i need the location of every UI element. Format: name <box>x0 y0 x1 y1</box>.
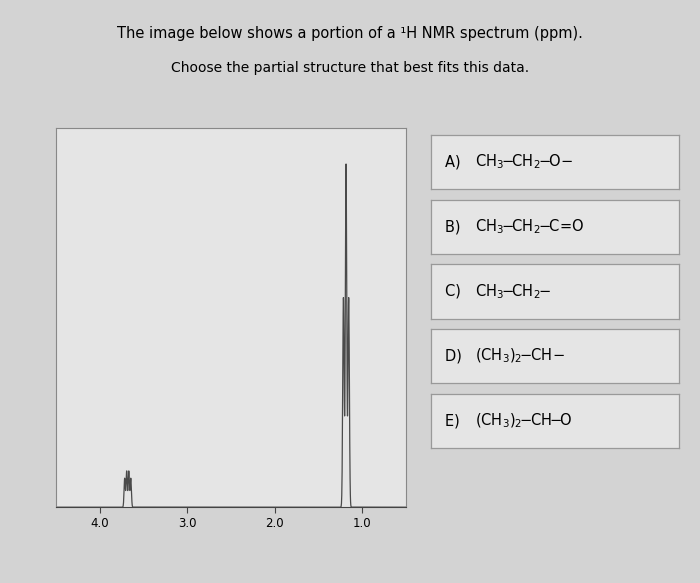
Text: A): A) <box>445 154 466 170</box>
Text: Choose the partial structure that best fits this data.: Choose the partial structure that best f… <box>171 61 529 75</box>
Text: D): D) <box>445 349 467 364</box>
Text: $\mathsf{CH_3\!\!-\!\!CH_2\!\!-}$: $\mathsf{CH_3\!\!-\!\!CH_2\!\!-}$ <box>475 282 551 301</box>
Text: $\mathsf{CH_3\!\!-\!\!CH_2\!\!-\!\!C\!=\!O}$: $\mathsf{CH_3\!\!-\!\!CH_2\!\!-\!\!C\!=\… <box>475 217 585 236</box>
Text: The image below shows a portion of a ¹H NMR spectrum (ppm).: The image below shows a portion of a ¹H … <box>117 26 583 41</box>
Text: $\mathsf{(CH_3)_2\!\!-\!\!CH\!-}$: $\mathsf{(CH_3)_2\!\!-\!\!CH\!-}$ <box>475 347 565 366</box>
Text: B): B) <box>445 219 466 234</box>
Text: $\mathsf{CH_3\!\!-\!\!CH_2\!\!-\!\!O\!-}$: $\mathsf{CH_3\!\!-\!\!CH_2\!\!-\!\!O\!-}… <box>475 153 573 171</box>
Text: $\mathsf{(CH_3)_2\!\!-\!\!CH\!\!-\!\!O}$: $\mathsf{(CH_3)_2\!\!-\!\!CH\!\!-\!\!O}$ <box>475 412 573 430</box>
Text: C): C) <box>445 284 466 299</box>
Text: E): E) <box>445 413 465 429</box>
